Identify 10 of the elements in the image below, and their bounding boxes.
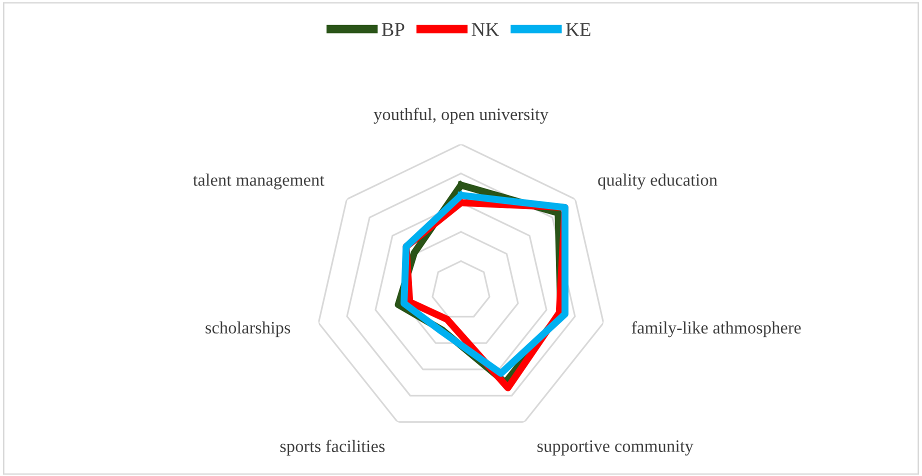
spoke-label: supportive community	[537, 440, 694, 456]
spoke-label: youthful, open university	[374, 108, 548, 124]
spoke-label: scholarships	[206, 321, 290, 338]
spoke-label: talent management	[193, 174, 324, 190]
legend-label: NK	[472, 23, 500, 36]
spoke-label: family-like athmosphere	[632, 321, 801, 338]
legend-label: BP	[382, 23, 404, 36]
spoke-label: sports facilities	[280, 440, 385, 456]
legend-label: KE	[566, 23, 590, 36]
spoke-label: quality education	[598, 174, 718, 190]
